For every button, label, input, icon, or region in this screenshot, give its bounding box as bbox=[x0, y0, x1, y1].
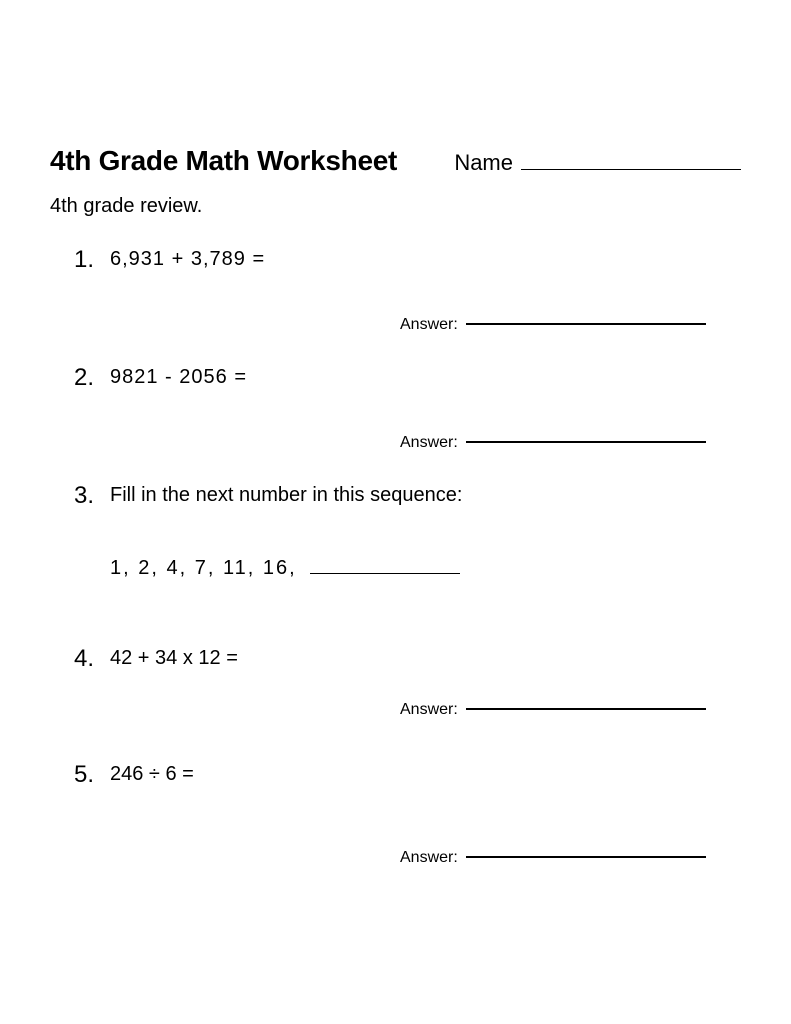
sequence-row: 1, 2, 4, 7, 11, 16, bbox=[110, 557, 741, 580]
name-label: Name bbox=[454, 150, 513, 176]
answer-label: Answer: bbox=[400, 849, 458, 867]
header-row: 4th Grade Math Worksheet Name bbox=[50, 145, 741, 177]
subtitle: 4th grade review. bbox=[50, 195, 741, 218]
answer-label: Answer: bbox=[400, 701, 458, 719]
problem-number: 4. bbox=[50, 645, 110, 673]
answer-row-1: Answer: bbox=[400, 316, 741, 334]
sequence-input-line[interactable] bbox=[310, 572, 460, 574]
answer-label: Answer: bbox=[400, 434, 458, 452]
worksheet-title: 4th Grade Math Worksheet bbox=[50, 145, 397, 177]
problem-instruction: Fill in the next number in this sequence… bbox=[110, 484, 741, 507]
sequence-values: 1, 2, 4, 7, 11, 16, bbox=[110, 557, 297, 579]
answer-input-line[interactable] bbox=[466, 856, 706, 858]
problem-text: 6,931 + 3,789 = bbox=[110, 248, 741, 271]
problem-number: 5. bbox=[50, 761, 110, 789]
problem-body: Fill in the next number in this sequence… bbox=[110, 482, 741, 615]
problem-3: 3. Fill in the next number in this seque… bbox=[50, 482, 741, 615]
problem-1: 1. 6,931 + 3,789 = bbox=[50, 246, 741, 274]
problem-text: 42 + 34 x 12 = bbox=[110, 647, 741, 670]
answer-row-4: Answer: bbox=[400, 701, 741, 719]
problem-body: 42 + 34 x 12 = bbox=[110, 645, 741, 670]
name-section: Name bbox=[454, 148, 741, 176]
problem-body: 246 ÷ 6 = bbox=[110, 761, 741, 786]
problem-body: 9821 - 2056 = bbox=[110, 364, 741, 389]
answer-input-line[interactable] bbox=[466, 323, 706, 325]
problem-number: 1. bbox=[50, 246, 110, 274]
problem-body: 6,931 + 3,789 = bbox=[110, 246, 741, 271]
problem-number: 3. bbox=[50, 482, 110, 510]
answer-input-line[interactable] bbox=[466, 441, 706, 443]
problem-5: 5. 246 ÷ 6 = bbox=[50, 761, 741, 789]
problem-4: 4. 42 + 34 x 12 = bbox=[50, 645, 741, 673]
answer-label: Answer: bbox=[400, 316, 458, 334]
problem-2: 2. 9821 - 2056 = bbox=[50, 364, 741, 392]
answer-row-5: Answer: bbox=[400, 849, 741, 867]
answer-row-2: Answer: bbox=[400, 434, 741, 452]
name-input-line[interactable] bbox=[521, 148, 741, 170]
problem-number: 2. bbox=[50, 364, 110, 392]
problem-text: 246 ÷ 6 = bbox=[110, 763, 741, 786]
answer-input-line[interactable] bbox=[466, 708, 706, 710]
problem-text: 9821 - 2056 = bbox=[110, 366, 741, 389]
